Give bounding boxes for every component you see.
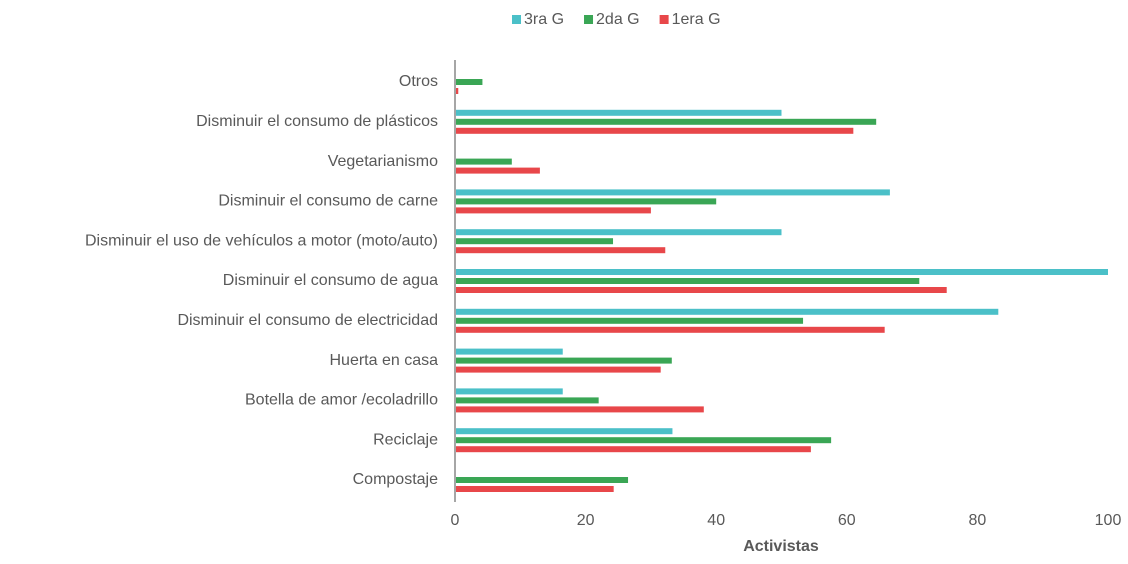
bar <box>455 278 920 284</box>
y-tick-label: Vegetarianismo <box>328 153 438 170</box>
bar <box>455 326 885 333</box>
bar <box>455 158 512 165</box>
bar <box>455 189 890 196</box>
bar <box>455 428 673 435</box>
bar <box>455 437 832 444</box>
x-axis-title: Activistas <box>743 538 819 555</box>
bar <box>455 486 614 492</box>
bar <box>455 357 672 364</box>
y-tick-label: Huerta en casa <box>329 352 438 369</box>
bar <box>455 348 563 355</box>
bar <box>455 317 804 324</box>
bar <box>455 198 717 205</box>
y-tick-label: Disminuir el uso de vehículos a motor (m… <box>85 232 438 249</box>
bar <box>455 238 614 245</box>
bar <box>455 446 811 453</box>
legend-swatch <box>584 15 594 24</box>
bar <box>455 118 877 125</box>
legend-label: 2da G <box>596 11 640 28</box>
y-tick-label: Compostaje <box>353 471 438 488</box>
bar <box>455 397 599 404</box>
bar <box>455 109 782 116</box>
x-tick-label: 100 <box>1095 512 1122 529</box>
y-tick-label: Botella de amor /ecoladrillo <box>245 392 438 409</box>
legend-swatch <box>659 15 669 24</box>
bar <box>455 229 782 236</box>
x-tick-label: 60 <box>838 512 856 529</box>
legend-label: 3ra G <box>524 11 564 28</box>
bar <box>455 308 999 315</box>
legend-swatch <box>512 15 521 24</box>
bar <box>455 269 1108 275</box>
bar <box>455 388 563 395</box>
y-tick-label: Disminuir el consumo de agua <box>223 272 438 289</box>
bar <box>455 477 629 483</box>
bar <box>455 247 666 254</box>
y-tick-label: Disminuir el consumo de plásticos <box>196 113 438 130</box>
x-tick-label: 0 <box>451 512 460 529</box>
bar <box>455 366 661 373</box>
x-tick-label: 40 <box>707 512 725 529</box>
bar <box>455 88 459 94</box>
bar <box>455 406 704 413</box>
y-tick-label: Otros <box>399 73 438 90</box>
legend-label: 1era G <box>672 11 721 28</box>
bar <box>455 79 483 85</box>
x-tick-label: 20 <box>577 512 595 529</box>
y-tick-label: Reciclaje <box>373 431 438 448</box>
x-tick-label: 80 <box>969 512 987 529</box>
bar <box>455 287 947 293</box>
bar <box>455 167 540 174</box>
y-tick-label: Disminuir el consumo de electricidad <box>177 312 438 329</box>
y-tick-label: Disminuir el consumo de carne <box>218 193 438 210</box>
bar <box>455 207 651 214</box>
bar <box>455 127 854 134</box>
